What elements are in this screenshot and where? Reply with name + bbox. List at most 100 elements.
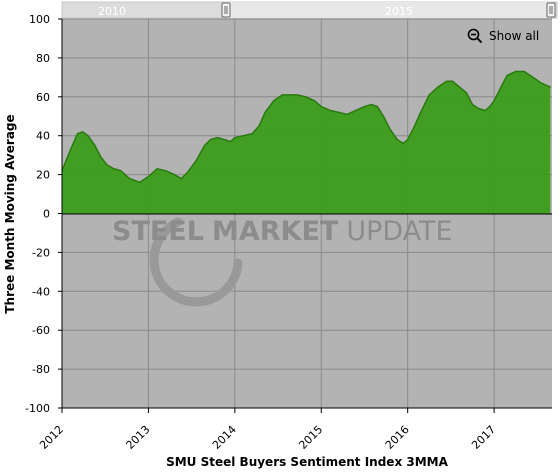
- y-tick-label: 40: [36, 130, 50, 143]
- data-point: [402, 142, 404, 145]
- data-point: [458, 86, 461, 88]
- data-point: [471, 103, 474, 106]
- y-tick-label: 100: [29, 13, 50, 26]
- data-point: [355, 109, 357, 112]
- data-point: [281, 94, 283, 96]
- data-point: [251, 133, 253, 135]
- data-point: [523, 70, 525, 73]
- data-point: [180, 177, 182, 180]
- x-tick-label: 2017: [469, 423, 498, 452]
- y-tick-label: 60: [36, 91, 50, 104]
- navigator-window[interactable]: [227, 2, 551, 18]
- data-point: [549, 86, 551, 88]
- data-point: [420, 111, 422, 113]
- data-point: [186, 172, 188, 174]
- data-point: [113, 168, 115, 170]
- data-point: [173, 174, 175, 176]
- data-point: [500, 86, 502, 88]
- watermark-part1: STEEL: [112, 216, 204, 247]
- data-point: [396, 138, 398, 141]
- data-point: [203, 144, 206, 147]
- navigator-label-2015: 2015: [385, 5, 413, 18]
- y-tick-label: 0: [43, 208, 50, 221]
- y-tick-label: 80: [36, 52, 50, 65]
- data-point: [94, 144, 96, 147]
- navigator-handle-left[interactable]: [221, 2, 231, 18]
- data-point: [313, 100, 315, 102]
- data-point: [296, 94, 298, 96]
- y-tick-label: -40: [32, 285, 50, 298]
- data-point: [147, 175, 150, 178]
- y-tick-label: -100: [25, 402, 50, 415]
- data-point: [515, 70, 517, 73]
- navigator-handle-right[interactable]: [546, 2, 556, 18]
- data-point: [541, 82, 543, 84]
- data-point: [376, 105, 379, 108]
- data-point: [370, 103, 372, 106]
- data-point: [234, 137, 236, 139]
- data-point: [106, 164, 108, 166]
- data-point: [128, 177, 131, 180]
- x-tick-label: 2014: [210, 423, 239, 452]
- y-tick-label: -20: [32, 246, 50, 259]
- data-point: [382, 115, 385, 117]
- x-tick-label: 2013: [124, 423, 153, 452]
- data-point: [532, 76, 534, 78]
- data-point: [305, 96, 307, 98]
- data-point: [76, 133, 79, 135]
- x-tick-label: 2015: [296, 423, 325, 452]
- data-point: [346, 113, 348, 115]
- data-point: [407, 138, 409, 141]
- data-point: [452, 80, 454, 82]
- data-point: [489, 105, 491, 108]
- navigator[interactable]: 2010 2015: [61, 1, 558, 19]
- data-point: [100, 156, 102, 158]
- series-layer: [61, 70, 551, 214]
- data-point: [290, 94, 292, 96]
- watermark-swoosh: [149, 217, 243, 307]
- x-axis-title: SMU Steel Buyers Sentiment Index 3MMA: [166, 455, 449, 469]
- data-point: [273, 100, 275, 102]
- data-point: [413, 125, 416, 127]
- series-area: [62, 71, 551, 214]
- data-point: [156, 168, 158, 170]
- show-all-button[interactable]: Show all: [467, 26, 547, 46]
- data-point: [493, 100, 495, 102]
- data-point: [120, 170, 122, 172]
- data-point: [506, 74, 508, 77]
- data-point: [258, 125, 260, 127]
- data-point: [210, 138, 212, 141]
- data-point: [242, 135, 245, 137]
- data-point: [445, 80, 448, 82]
- series-line: [61, 70, 551, 184]
- data-point: [389, 129, 391, 131]
- y-tick-label: -80: [32, 363, 50, 376]
- show-all-label: Show all: [489, 29, 540, 43]
- data-point: [264, 111, 266, 113]
- data-point: [363, 105, 366, 108]
- data-point: [195, 160, 197, 162]
- data-point: [484, 109, 487, 112]
- x-tick-label: 2016: [383, 423, 412, 452]
- y-tick-label: -60: [32, 324, 50, 337]
- watermark: STEEL MARKET UPDATE: [112, 216, 453, 307]
- data-point: [477, 107, 480, 110]
- y-tick-label: 20: [36, 169, 50, 182]
- watermark-text: STEEL MARKET UPDATE: [112, 216, 453, 247]
- watermark-part3: UPDATE: [346, 216, 452, 247]
- data-point: [320, 105, 322, 108]
- data-point: [82, 131, 84, 133]
- data-point: [165, 170, 167, 172]
- x-tick-label: 2012: [37, 423, 66, 452]
- data-point: [437, 86, 439, 88]
- data-point: [87, 135, 89, 137]
- data-point: [70, 148, 72, 150]
- data-point: [428, 94, 430, 96]
- data-point: [329, 109, 331, 112]
- y-ticks: 100 80 60 40 20 0 -20 -40 -60 -80 -100: [25, 13, 62, 415]
- data-point: [223, 138, 226, 141]
- data-point: [139, 181, 141, 183]
- x-ticks: 2012 2013 2014 2015 2016 2017: [37, 408, 498, 452]
- y-axis-title: Three Month Moving Average: [3, 114, 17, 313]
- data-point: [337, 111, 340, 113]
